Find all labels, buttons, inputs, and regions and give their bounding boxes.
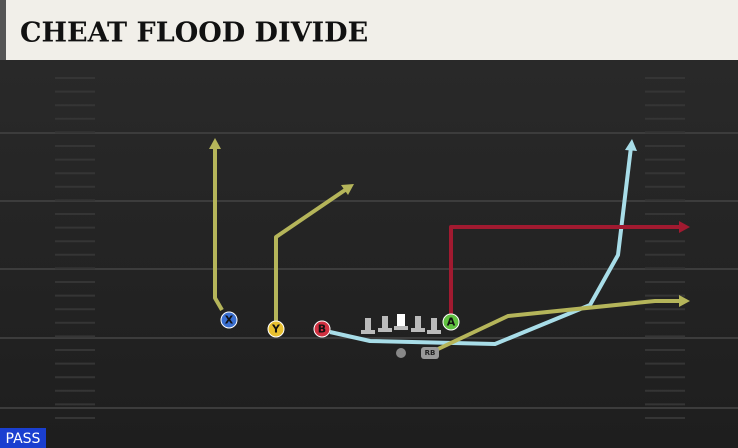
hash-marks (55, 77, 685, 419)
player-b (313, 320, 331, 338)
yard-lines (0, 132, 738, 409)
player-x (220, 311, 238, 329)
player-rb (421, 347, 439, 359)
player-label: Y (271, 323, 281, 336)
player-label: X (225, 314, 234, 327)
player-label: B (318, 323, 326, 336)
player-a (442, 313, 460, 331)
banner-strip (0, 0, 6, 60)
play-title: CHEAT FLOOD DIVIDE (20, 18, 368, 49)
play-type: PASS (6, 431, 41, 447)
routes (213, 145, 682, 352)
player-label: A (447, 316, 456, 329)
player-label: RB (425, 349, 436, 357)
play-type-badge (0, 428, 46, 448)
quarterback (396, 348, 406, 358)
title-banner (0, 0, 738, 60)
arrowheads (209, 138, 690, 307)
linemen (361, 314, 441, 334)
player-y (267, 320, 285, 338)
